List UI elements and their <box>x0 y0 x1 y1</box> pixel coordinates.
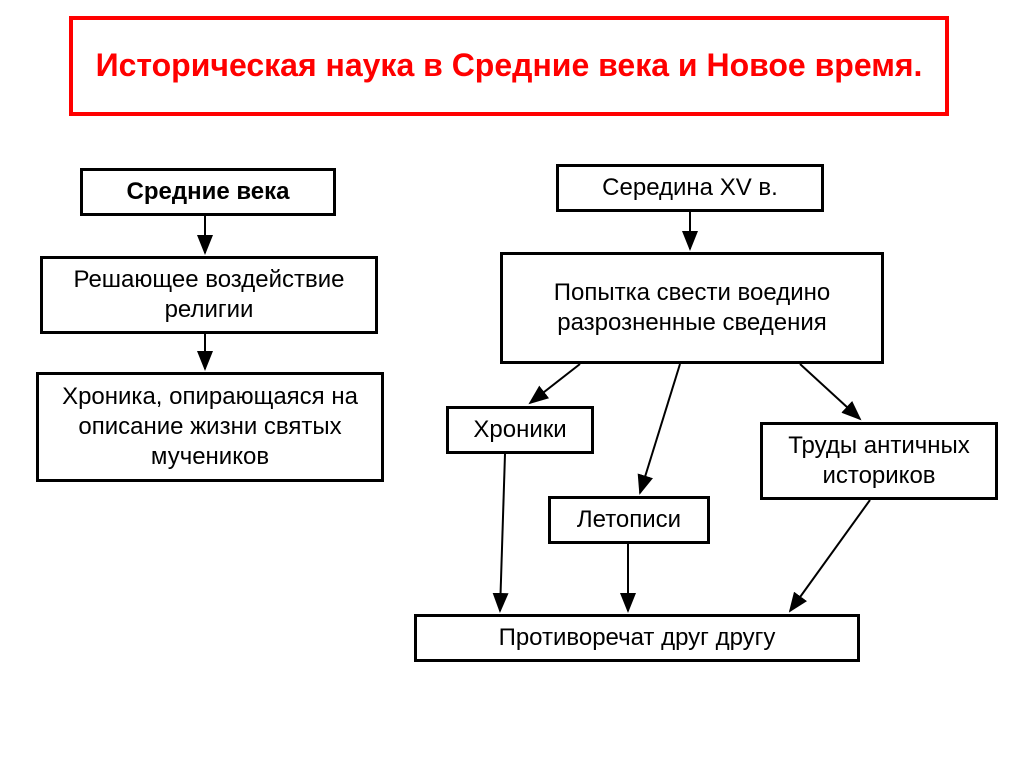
node-ancient-works: Труды античных историков <box>760 422 998 500</box>
node-middle-ages-text: Средние века <box>127 177 290 207</box>
node-chronicles-text: Хроники <box>473 415 566 445</box>
title-text: Историческая наука в Средние века и Ново… <box>96 45 923 87</box>
node-chronicles: Хроники <box>446 406 594 454</box>
node-religion-text: Решающее воздействие религии <box>55 265 363 325</box>
node-chronicle-saints-text: Хроника, опирающаяся на описание жизни с… <box>51 382 369 472</box>
node-attempt-text: Попытка свести воедино разрозненные свед… <box>515 278 869 338</box>
node-religion-influence: Решающее воздействие религии <box>40 256 378 334</box>
node-mid-15th-text: Середина XV в. <box>602 173 778 203</box>
node-attempt-unify: Попытка свести воедино разрозненные свед… <box>500 252 884 364</box>
node-contradict: Противоречат друг другу <box>414 614 860 662</box>
node-chronicle-saints: Хроника, опирающаяся на описание жизни с… <box>36 372 384 482</box>
node-mid-15th: Середина XV в. <box>556 164 824 212</box>
node-annals: Летописи <box>548 496 710 544</box>
node-annals-text: Летописи <box>577 505 681 535</box>
node-ancient-text: Труды античных историков <box>775 431 983 491</box>
node-contradict-text: Противоречат друг другу <box>499 623 776 653</box>
node-middle-ages: Средние века <box>80 168 336 216</box>
title-box: Историческая наука в Средние века и Ново… <box>69 16 949 116</box>
